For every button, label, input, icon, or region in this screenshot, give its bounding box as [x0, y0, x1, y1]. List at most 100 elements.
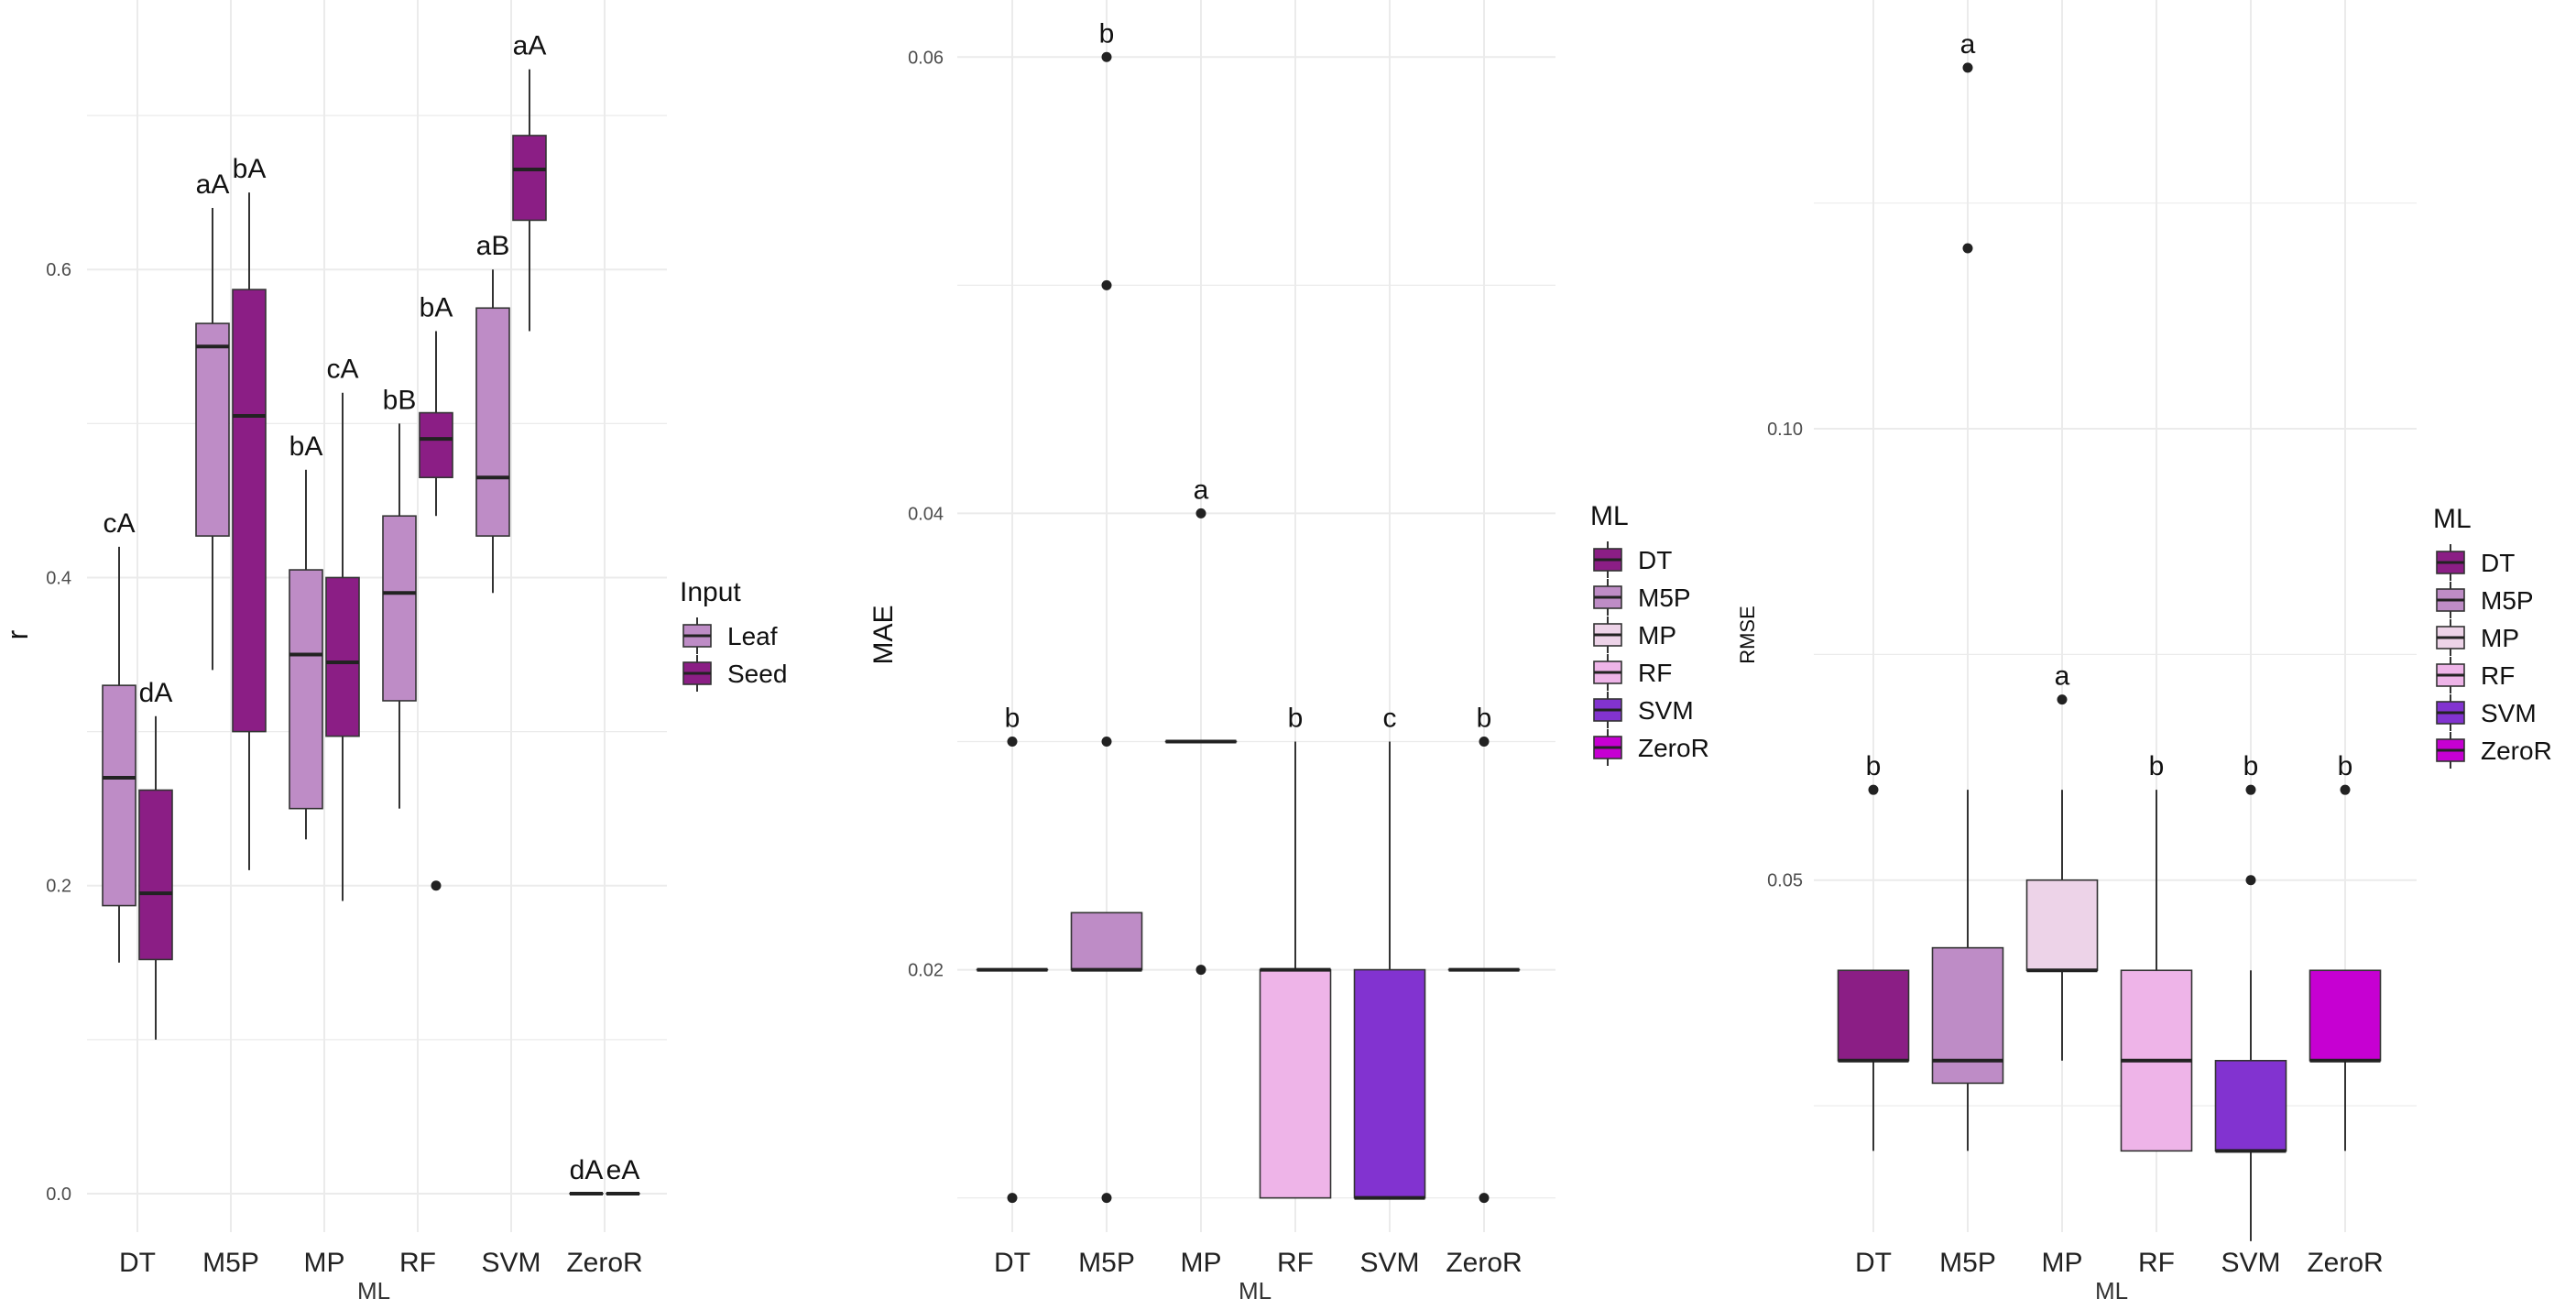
- outlier-point: [1479, 736, 1490, 747]
- box-body: [102, 684, 136, 907]
- group-letter-m5p-leaf: aA: [196, 169, 230, 200]
- box-dt: [976, 736, 1049, 1204]
- y-axis-title: r: [1, 629, 34, 639]
- group-letter-svm: c: [1383, 703, 1397, 733]
- box-body: [1353, 968, 1426, 1199]
- box-svm: [1353, 741, 1426, 1200]
- legend-label: RF: [1638, 659, 1672, 687]
- outlier-point: [1962, 243, 1973, 254]
- y-tick-labels: 0.05 0.10: [1767, 420, 1803, 891]
- x-axis-title: ML: [2095, 1277, 2128, 1305]
- y-tick-label: 0.2: [46, 877, 71, 897]
- outlier-point: [1479, 1193, 1490, 1204]
- group-letter-dt-leaf: cA: [103, 508, 135, 539]
- outlier-point: [2057, 694, 2068, 705]
- box-m5p: [1931, 62, 2004, 1152]
- y-tick-label: 0.10: [1767, 420, 1803, 440]
- x-tick-labels: DT M5P MP RF SVM ZeroR: [994, 1248, 1523, 1278]
- box-body: [512, 135, 547, 222]
- legend-title: ML: [1590, 501, 1629, 531]
- legend-item-zeror: ZeroR: [2436, 732, 2552, 769]
- x-tick-label-svm: SVM: [481, 1248, 540, 1278]
- box-body: [232, 289, 267, 733]
- x-tick-label-m5p: M5P: [202, 1248, 259, 1278]
- group-letter-rf-seed: bA: [420, 292, 453, 322]
- legend-label: M5P: [2481, 586, 2534, 615]
- outlier-point: [2340, 784, 2351, 795]
- x-tick-label-m5p: M5P: [1078, 1248, 1135, 1278]
- box-rf: [2120, 790, 2193, 1152]
- x-tick-label-dt: DT: [119, 1248, 156, 1278]
- outlier-point: [431, 880, 442, 891]
- box-body: [382, 515, 417, 702]
- y-tick-label: 0.0: [46, 1184, 71, 1205]
- group-letter-dt: b: [1866, 751, 1882, 781]
- legend-label: Leaf: [727, 622, 778, 650]
- box-body: [195, 322, 230, 537]
- legend-input: Input Leaf Seed: [680, 577, 787, 692]
- x-tick-label-zeror: ZeroR: [2307, 1248, 2383, 1278]
- legend-title: ML: [2433, 504, 2472, 534]
- box-m5p: [1070, 51, 1143, 1204]
- legend-item-m5p: M5P: [1593, 579, 1691, 616]
- y-tick-label: 0.06: [908, 48, 944, 68]
- boxes: [976, 51, 1521, 1204]
- x-tick-label-svm: SVM: [2221, 1248, 2280, 1278]
- x-tick-label-mp: MP: [2042, 1248, 2083, 1278]
- legend-item-svm: SVM: [2436, 694, 2537, 731]
- box-body: [325, 576, 360, 737]
- box-body: [2214, 1059, 2287, 1152]
- legend-label: DT: [1638, 546, 1672, 574]
- y-axis-title: RMSE: [1736, 606, 1759, 664]
- legend-title: Input: [680, 577, 741, 607]
- box-rf: [1259, 741, 1332, 1199]
- outlier-point: [1007, 736, 1018, 747]
- legend-ml: ML DT M5P MP RF SVM ZeroR: [1590, 501, 1709, 766]
- chart-rmse: b a a b b b 0.05 0.10 DT M5P MP RF SVM ZeroR ML RMS…: [1736, 0, 2552, 1305]
- x-tick-labels: DT M5P MP RF SVM ZeroR: [1855, 1248, 2384, 1278]
- outlier-point: [2245, 875, 2256, 886]
- box-body: [1259, 968, 1332, 1199]
- x-tick-label-svm: SVM: [1359, 1248, 1419, 1278]
- y-tick-label: 0.02: [908, 961, 944, 981]
- legend-label: MP: [1638, 621, 1676, 650]
- box-body: [1931, 946, 2004, 1085]
- legend-label: SVM: [1638, 696, 1694, 725]
- box-zeror: [1447, 736, 1521, 1204]
- box-body: [2309, 969, 2382, 1062]
- y-axis-title: MAE: [868, 605, 899, 664]
- outlier-point: [1101, 279, 1112, 290]
- legend-item-zeror: ZeroR: [1593, 729, 1709, 766]
- group-letter-m5p-seed: bA: [233, 154, 267, 184]
- box-dt-seed: [138, 715, 173, 1040]
- box-body: [289, 569, 323, 810]
- y-tick-labels: 0.0 0.2 0.4 0.6: [46, 260, 71, 1205]
- x-axis-title: ML: [357, 1277, 390, 1305]
- group-letter-mp: a: [2055, 661, 2070, 692]
- y-tick-label: 0.05: [1767, 871, 1803, 891]
- outlier-point: [1962, 62, 1973, 73]
- group-letter-dt: b: [1005, 703, 1021, 733]
- outlier-point: [1195, 965, 1206, 976]
- x-axis-title: ML: [1239, 1277, 1272, 1305]
- legend-item-mp: MP: [1593, 617, 1676, 653]
- box-m5p-leaf: [195, 207, 230, 671]
- legend-item-rf: RF: [2436, 657, 2515, 693]
- legend-label: SVM: [2481, 699, 2537, 727]
- box-mp: [1164, 508, 1238, 976]
- legend-item-m5p: M5P: [2436, 582, 2534, 618]
- legend-label: RF: [2481, 661, 2515, 690]
- legend-item-seed: Seed: [682, 655, 787, 692]
- x-tick-labels: DT M5P MP RF SVM ZeroR: [119, 1248, 643, 1278]
- legend-item-mp: MP: [2436, 619, 2519, 656]
- box-mp-leaf: [289, 469, 323, 840]
- box-zeror: [2309, 784, 2382, 1152]
- outlier-point: [1007, 1193, 1018, 1204]
- x-tick-label-rf: RF: [2138, 1248, 2175, 1278]
- box-body: [2025, 879, 2099, 972]
- legend-item-svm: SVM: [1593, 692, 1694, 728]
- box-mp-seed: [325, 392, 360, 901]
- group-letter-mp-leaf: bA: [289, 431, 323, 462]
